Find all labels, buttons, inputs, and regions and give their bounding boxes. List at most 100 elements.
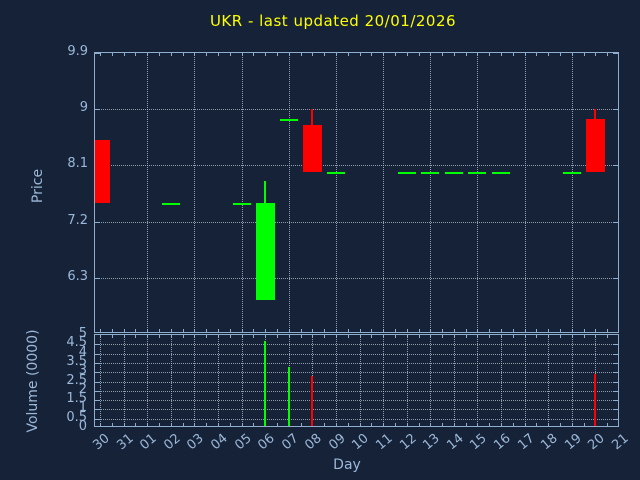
price-vgridline bbox=[288, 53, 290, 332]
x-tick bbox=[501, 329, 502, 332]
volume-y-tick bbox=[95, 344, 100, 346]
x-tick bbox=[111, 329, 113, 332]
x-tick bbox=[453, 53, 455, 56]
x-tick bbox=[477, 423, 479, 426]
x-tick bbox=[418, 329, 420, 332]
volume-vgridline bbox=[170, 335, 172, 426]
x-tick bbox=[229, 329, 231, 332]
x-tick bbox=[241, 335, 243, 338]
x-tick bbox=[548, 423, 550, 426]
x-tick bbox=[335, 335, 337, 338]
x-tick bbox=[335, 329, 337, 332]
volume-tick-label: 1.5 bbox=[66, 391, 87, 406]
volume-y-tick bbox=[613, 362, 618, 364]
x-tick bbox=[571, 423, 573, 426]
x-tick bbox=[583, 53, 585, 56]
volume-gridline bbox=[95, 418, 618, 420]
candle-flat bbox=[421, 171, 440, 175]
x-tick bbox=[100, 423, 101, 426]
x-tick bbox=[182, 329, 184, 332]
x-tick bbox=[206, 423, 208, 426]
x-tick bbox=[489, 53, 491, 56]
x-tick bbox=[182, 423, 184, 426]
volume-vgridline bbox=[571, 335, 573, 426]
x-tick bbox=[465, 335, 467, 338]
volume-y-tick bbox=[95, 372, 100, 374]
x-tick bbox=[442, 335, 444, 338]
x-tick bbox=[265, 335, 267, 338]
x-tick bbox=[288, 329, 290, 332]
volume-y-tick bbox=[95, 418, 100, 420]
x-tick bbox=[324, 423, 326, 426]
x-tick bbox=[206, 335, 208, 338]
x-tick bbox=[512, 335, 514, 338]
volume-bar bbox=[264, 340, 267, 426]
x-tick bbox=[347, 329, 349, 332]
x-tick bbox=[147, 53, 149, 56]
x-tick bbox=[276, 335, 278, 338]
x-tick bbox=[253, 423, 255, 426]
price-tick-label: 7.2 bbox=[67, 213, 88, 228]
x-tick bbox=[194, 53, 196, 56]
volume-tick-label: 0.5 bbox=[66, 410, 87, 425]
candle-wick bbox=[311, 109, 314, 125]
price-y-tick bbox=[613, 109, 618, 111]
x-tick bbox=[560, 335, 561, 338]
volume-gridline bbox=[95, 400, 618, 402]
x-tick bbox=[276, 53, 278, 56]
x-tick bbox=[489, 423, 491, 426]
x-tick bbox=[583, 423, 585, 426]
candle-flat bbox=[161, 202, 180, 206]
price-vgridline bbox=[194, 53, 196, 332]
x-tick bbox=[595, 53, 597, 56]
volume-vgridline bbox=[477, 335, 479, 426]
x-tick bbox=[218, 423, 219, 426]
price-gridline bbox=[95, 165, 618, 167]
candle-flat bbox=[444, 171, 463, 175]
x-tick bbox=[501, 53, 502, 56]
x-tick bbox=[430, 53, 432, 56]
price-panel bbox=[94, 52, 619, 333]
x-tick bbox=[147, 329, 149, 332]
x-tick bbox=[312, 329, 314, 332]
x-tick bbox=[442, 423, 444, 426]
volume-vgridline bbox=[359, 335, 361, 426]
volume-tick-label: 3 bbox=[78, 363, 87, 378]
volume-vgridline bbox=[453, 335, 455, 426]
volume-y-tick bbox=[613, 344, 618, 346]
x-tick bbox=[607, 53, 609, 56]
x-tick bbox=[288, 53, 290, 56]
price-vgridline bbox=[524, 53, 526, 332]
candle-flat bbox=[562, 171, 581, 175]
x-tick bbox=[512, 329, 514, 332]
price-gridline bbox=[95, 221, 618, 223]
x-tick bbox=[194, 329, 196, 332]
x-tick bbox=[383, 423, 385, 426]
x-tick bbox=[182, 335, 184, 338]
x-tick bbox=[595, 329, 597, 332]
volume-vgridline bbox=[123, 335, 125, 426]
x-tick bbox=[241, 53, 243, 56]
price-y-tick bbox=[613, 221, 618, 223]
volume-y-tick bbox=[95, 362, 100, 364]
x-tick bbox=[394, 329, 396, 332]
x-tick bbox=[147, 423, 149, 426]
x-tick bbox=[548, 335, 550, 338]
volume-y-tick bbox=[95, 381, 100, 383]
price-vgridline bbox=[477, 53, 479, 332]
volume-y-tick bbox=[613, 390, 618, 392]
price-y-tick bbox=[95, 53, 100, 54]
candle-wick bbox=[594, 109, 597, 119]
x-tick bbox=[218, 335, 219, 338]
volume-gridline bbox=[95, 362, 618, 364]
x-tick bbox=[571, 329, 573, 332]
x-tick bbox=[394, 53, 396, 56]
volume-vgridline bbox=[548, 335, 550, 426]
x-tick bbox=[383, 335, 385, 338]
x-tick bbox=[571, 335, 573, 338]
x-tick bbox=[206, 53, 208, 56]
volume-y-tick bbox=[613, 353, 618, 355]
x-tick bbox=[288, 335, 290, 338]
x-tick bbox=[477, 335, 479, 338]
x-tick bbox=[111, 423, 113, 426]
